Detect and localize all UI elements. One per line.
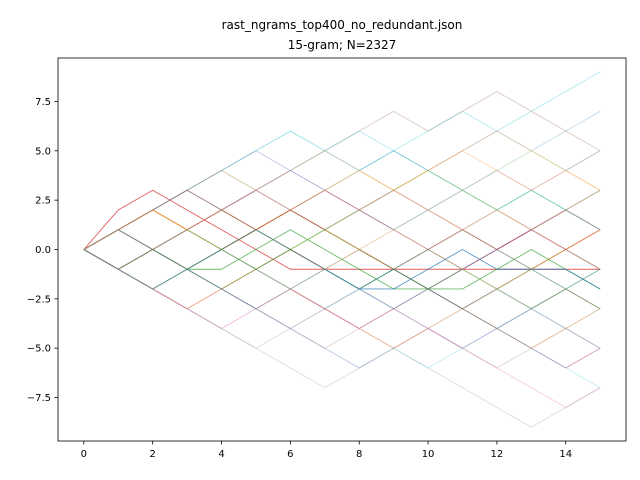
x-tick-label: 6 <box>287 449 293 460</box>
series-line-29 <box>83 170 601 250</box>
series-line-22 <box>83 249 601 369</box>
series-line-17 <box>83 249 601 428</box>
x-tick-label: 8 <box>356 449 362 460</box>
x-tick-label: 2 <box>149 449 155 460</box>
series-line-31 <box>83 229 601 310</box>
series-line-27 <box>83 209 601 310</box>
series-line-39 <box>83 209 601 310</box>
x-axis: 0 2 4 6 8 10 12 14 <box>81 441 572 460</box>
series-line-15 <box>83 150 601 250</box>
y-tick-label: 0.0 <box>35 245 51 256</box>
series-line-23 <box>83 189 601 250</box>
series-line-26 <box>83 150 601 250</box>
x-tick-label: 10 <box>422 449 435 460</box>
series-line-20 <box>83 229 601 349</box>
series-line-21 <box>83 110 601 250</box>
y-tick-label: −5.0 <box>27 344 51 355</box>
series-line-32 <box>83 189 601 250</box>
series-line-13 <box>83 189 601 250</box>
x-tick-label: 14 <box>559 449 572 460</box>
series-line-25 <box>83 249 601 369</box>
chart-title: rast_ngrams_top400_no_redundant.json <box>222 18 463 32</box>
chart-subtitle: 15-gram; N=2327 <box>288 38 397 52</box>
series-line-37 <box>83 249 601 349</box>
series-line-34 <box>83 249 601 369</box>
series-line-18 <box>83 71 601 250</box>
series-line-8 <box>83 209 601 290</box>
y-tick-label: 7.5 <box>35 97 51 108</box>
series-line-7 <box>83 189 601 329</box>
series-line-12 <box>83 229 601 310</box>
series-line-38 <box>83 249 601 389</box>
y-tick-label: 2.5 <box>35 196 51 207</box>
y-tick-label: −2.5 <box>27 294 51 305</box>
series-line-33 <box>83 150 601 270</box>
series-line-9 <box>83 130 601 250</box>
series-line-35 <box>83 189 601 270</box>
x-tick-label: 4 <box>218 449 224 460</box>
y-axis: −7.5 −5.0 −2.5 0.0 2.5 5.0 7.5 <box>27 97 58 404</box>
series-line-11 <box>83 91 601 250</box>
series-line-24 <box>83 249 601 270</box>
series-line-14 <box>83 249 601 310</box>
series-line-28 <box>83 249 601 349</box>
y-tick-label: −7.5 <box>27 393 51 404</box>
series-lines <box>83 71 601 428</box>
x-tick-label: 12 <box>491 449 504 460</box>
series-line-19 <box>83 189 601 270</box>
series-line-16 <box>83 249 601 349</box>
series-line-10 <box>83 249 601 408</box>
series-line-40 <box>83 150 601 270</box>
series-line-30 <box>83 209 601 329</box>
x-tick-label: 0 <box>81 449 87 460</box>
series-line-36 <box>83 130 601 270</box>
y-tick-label: 5.0 <box>35 146 51 157</box>
